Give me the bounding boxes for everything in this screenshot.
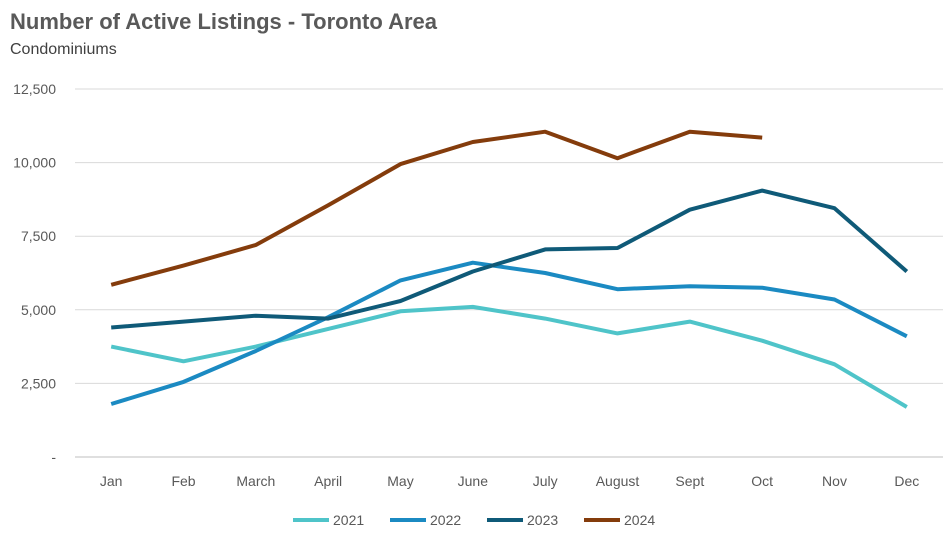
- x-tick-label: August: [596, 473, 640, 489]
- x-tick-label: March: [236, 473, 275, 489]
- x-tick-label: April: [314, 473, 342, 489]
- x-tick-label: Nov: [822, 473, 847, 489]
- y-tick-label: 2,500: [21, 375, 56, 391]
- chart-title: Number of Active Listings - Toronto Area: [10, 9, 437, 34]
- legend-label-2022: 2022: [430, 512, 461, 528]
- series-line-2024: [110, 129, 763, 287]
- y-tick-label: 12,500: [13, 81, 56, 97]
- x-tick-label: Feb: [171, 473, 195, 489]
- x-tick-label: Oct: [751, 473, 773, 489]
- legend-label-2021: 2021: [333, 512, 364, 528]
- x-tick-label: July: [533, 473, 558, 489]
- y-tick-label: 5,000: [21, 302, 56, 318]
- y-tick-label: -: [51, 449, 56, 465]
- legend-label-2024: 2024: [624, 512, 655, 528]
- x-tick-label: Jan: [100, 473, 123, 489]
- series-line-2023: [111, 188, 909, 330]
- x-tick-label: Sept: [675, 473, 704, 489]
- x-tick-label: June: [458, 473, 489, 489]
- series-line-2021: [110, 304, 908, 409]
- legend-label-2023: 2023: [527, 512, 558, 528]
- series-line-2022: [110, 260, 908, 406]
- chart-subtitle: Condominiums: [10, 41, 117, 58]
- y-tick-label: 7,500: [21, 228, 56, 244]
- y-tick-label: 10,000: [13, 155, 56, 171]
- x-tick-label: Dec: [894, 473, 919, 489]
- x-tick-label: May: [387, 473, 413, 489]
